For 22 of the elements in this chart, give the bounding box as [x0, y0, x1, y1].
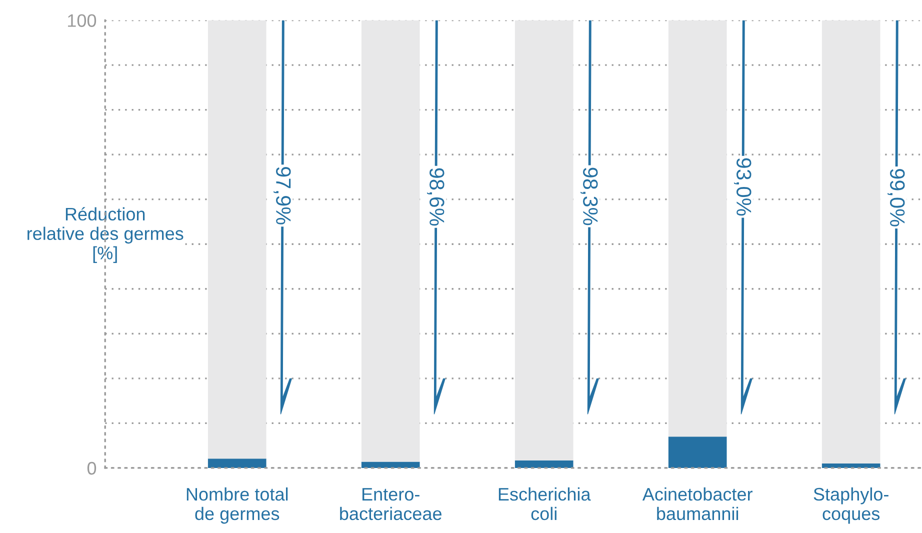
bar [514, 20, 574, 460]
x-tick-label: Entero- bacteriaceae [340, 488, 442, 520]
data-label: 98,6% [427, 168, 444, 226]
y-tick-label: 100 [68, 14, 96, 27]
bar [208, 458, 266, 468]
data-label: 98,3% [580, 168, 598, 226]
bar [361, 462, 420, 468]
data-label: 97,9% [274, 167, 291, 224]
bar [208, 20, 266, 459]
data-label: 99,0% [888, 168, 905, 226]
bar [361, 20, 420, 462]
y-axis-title: Réduction relative des germes [%] [28, 207, 184, 264]
x-tick-label: Nombre total de germes [186, 487, 288, 524]
bar [668, 20, 727, 437]
x-tick-label: Acinetobacter baumannii [642, 487, 752, 520]
bar [822, 20, 880, 464]
data-label: 93,0% [734, 158, 752, 216]
bar [668, 436, 727, 468]
bar [514, 460, 574, 468]
x-tick-label: Escherichia coli [498, 487, 591, 520]
x-tick-label: Staphylo- coques [814, 487, 888, 524]
y-tick-label: 0 [87, 462, 96, 475]
